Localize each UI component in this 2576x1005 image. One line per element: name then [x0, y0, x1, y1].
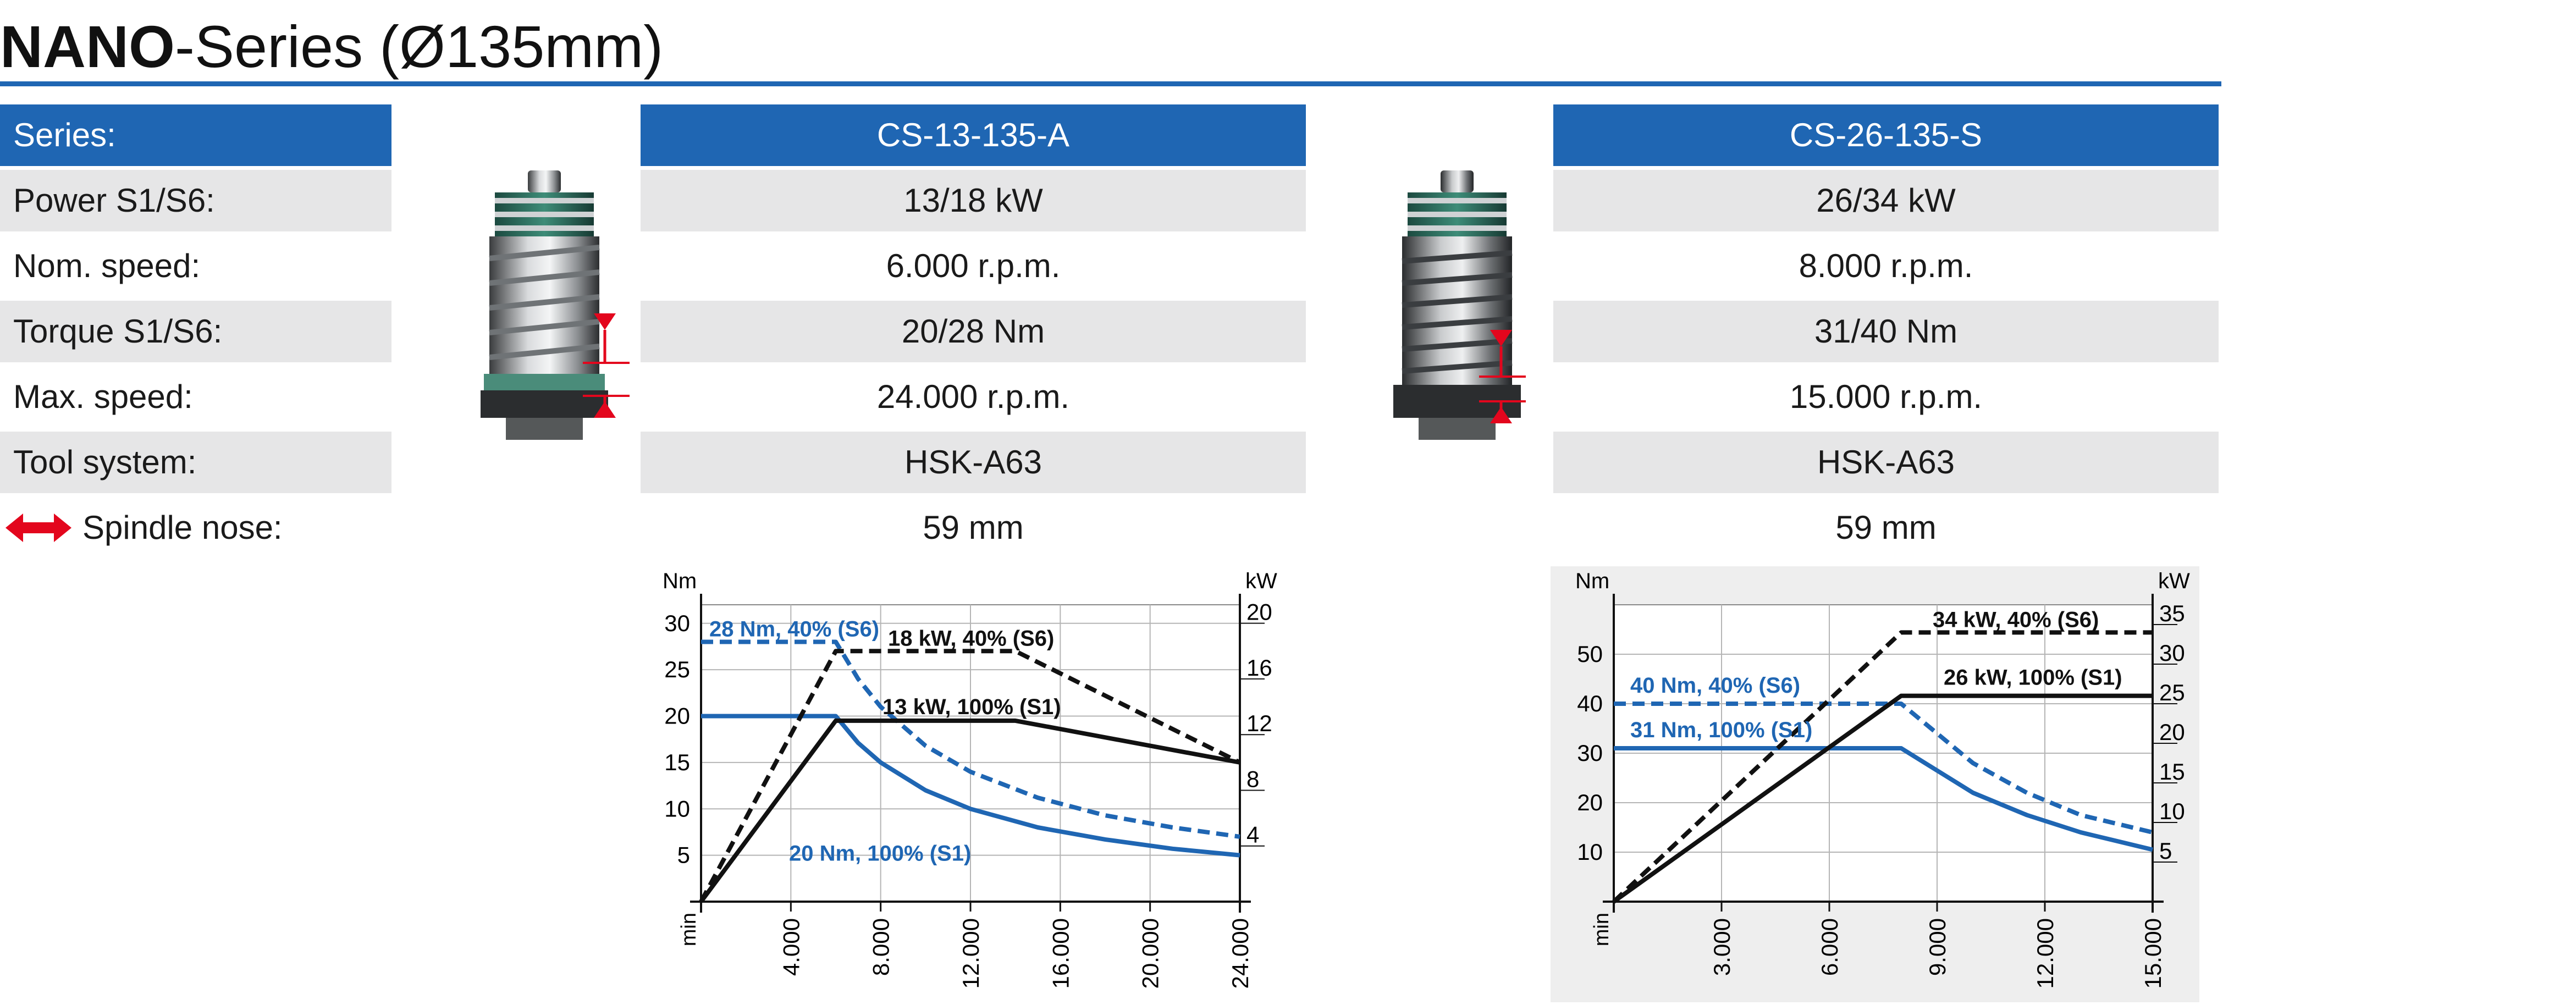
- series-label: 28 Nm, 40% (S6): [709, 617, 879, 642]
- right-unit-label: kW: [2158, 569, 2190, 593]
- series-label: 40 Nm, 40% (S6): [1630, 673, 1800, 698]
- y-tick-left: 20: [664, 703, 690, 729]
- y-tick-left: 10: [1577, 839, 1603, 865]
- x-unit-label: min: [1590, 913, 1613, 946]
- product-name: CS-26-135-S: [1553, 104, 2219, 166]
- series-line: [1614, 702, 2153, 835]
- page-title: NANO-Series (Ø135mm): [0, 11, 663, 82]
- y-tick-left: 5: [677, 842, 690, 868]
- series-label: 18 kW, 40% (S6): [888, 626, 1054, 650]
- product-power: 26/34 kW: [1553, 170, 2219, 231]
- x-unit-label: min: [677, 913, 700, 946]
- y-tick-right: 20: [2159, 719, 2185, 745]
- y-tick-left: 15: [664, 749, 690, 775]
- label-spindle-nose: Spindle nose:: [82, 509, 283, 546]
- label-power: Power S1/S6:: [0, 170, 391, 231]
- left-unit-label: Nm: [1575, 569, 1609, 593]
- series-label: 34 kW, 40% (S6): [1933, 608, 2099, 632]
- y-tick-left: 40: [1577, 691, 1603, 716]
- x-tick-label: 9.000: [1924, 918, 1950, 976]
- series-line: [699, 649, 1241, 903]
- x-tick-label: 4.000: [778, 918, 804, 976]
- title-bold: NANO: [0, 13, 175, 80]
- series-label: 13 kW, 100% (S1): [882, 695, 1061, 719]
- product-nom-speed: 6.000 r.p.m.: [641, 235, 1306, 297]
- series-line: [1612, 630, 2153, 903]
- y-tick-right: 16: [1246, 655, 1272, 681]
- series-label: 20 Nm, 100% (S1): [789, 842, 971, 866]
- label-nom-speed: Nom. speed:: [0, 235, 391, 297]
- x-tick-label: 20.000: [1138, 918, 1163, 989]
- y-tick-left: 25: [664, 656, 690, 682]
- title-rest: -Series (Ø135mm): [175, 13, 664, 80]
- x-tick-label: 12.000: [958, 918, 984, 989]
- y-tick-left: 20: [1577, 789, 1603, 815]
- spindle-image-s: [1393, 170, 1526, 440]
- label-series: Series:: [0, 104, 391, 166]
- x-tick-label: 3.000: [1709, 918, 1735, 976]
- series-line: [1612, 693, 2153, 904]
- product-spindle-nose: 59 mm: [641, 497, 1306, 559]
- product-nom-speed: 8.000 r.p.m.: [1553, 235, 2219, 297]
- y-tick-right: 4: [1246, 822, 1259, 848]
- y-tick-left: 30: [1577, 740, 1603, 766]
- label-tool-system: Tool system:: [0, 432, 391, 493]
- y-tick-left: 30: [664, 610, 690, 636]
- torque-power-chart-a: Nm kW 5 10 15 20 25 30 4 8 12 16 20 4.000 8.000 12.000 1…: [663, 569, 1277, 989]
- x-tick-label: 8.000: [868, 918, 894, 976]
- series-line: [1614, 746, 2153, 852]
- product-torque: 31/40 Nm: [1553, 301, 2219, 362]
- double-arrow-icon: [5, 513, 71, 542]
- y-tick-right: 8: [1246, 766, 1259, 792]
- x-tick-label: 15.000: [2140, 918, 2166, 989]
- x-tick-label: 12.000: [2032, 918, 2058, 989]
- y-tick-right: 5: [2159, 838, 2172, 864]
- label-torque: Torque S1/S6:: [0, 301, 391, 362]
- y-tick-right: 10: [2159, 798, 2185, 824]
- product-power: 13/18 kW: [641, 170, 1306, 231]
- right-unit-label: kW: [1245, 569, 1277, 593]
- label-max-speed: Max. speed:: [0, 366, 391, 428]
- y-tick-right: 35: [2159, 600, 2185, 626]
- y-tick-left: 50: [1577, 641, 1603, 667]
- x-tick-label: 24.000: [1227, 918, 1253, 989]
- y-tick-right: 25: [2159, 680, 2185, 705]
- series-line: [701, 639, 1240, 839]
- left-unit-label: Nm: [663, 569, 697, 593]
- product-column-s: CS-26-135-S 26/34 kW 8.000 r.p.m. 31/40 …: [1553, 104, 2219, 562]
- series-label: 31 Nm, 100% (S1): [1630, 718, 1812, 742]
- x-tick-label: 6.000: [1817, 918, 1843, 976]
- spindle-image-a: [481, 170, 630, 440]
- title-rule: [0, 81, 2221, 86]
- y-tick-right: 12: [1246, 710, 1272, 736]
- product-tool-system: HSK-A63: [641, 432, 1306, 493]
- chart-cs-13-135-a: Nm kW 5 10 15 20 25 30 4 8 12 16 20 4.000 8.000 12.000 1…: [638, 566, 1331, 1005]
- y-tick-right: 15: [2159, 759, 2185, 785]
- series-line: [701, 714, 1240, 858]
- product-name: CS-13-135-A: [641, 104, 1306, 166]
- y-tick-right: 30: [2159, 640, 2185, 666]
- product-tool-system: HSK-A63: [1553, 432, 2219, 493]
- product-torque: 20/28 Nm: [641, 301, 1306, 362]
- product-max-speed: 24.000 r.p.m.: [641, 366, 1306, 428]
- series-line: [699, 718, 1240, 903]
- product-spindle-nose: 59 mm: [1553, 497, 2219, 559]
- series-label: 26 kW, 100% (S1): [1944, 666, 2122, 690]
- product-max-speed: 15.000 r.p.m.: [1553, 366, 2219, 428]
- y-tick-right: 20: [1246, 599, 1272, 625]
- x-tick-label: 16.000: [1047, 918, 1073, 989]
- product-column-a: CS-13-135-A 13/18 kW 6.000 r.p.m. 20/28 …: [641, 104, 1306, 562]
- chart-cs-26-135-s: Nm kW 10 20 30 40 50 5 10 15 20 25 30 35 3.000 6.000 9.0…: [1551, 566, 2243, 1005]
- torque-power-chart-s: Nm kW 10 20 30 40 50 5 10 15 20 25 30 35 3.000 6.000 9.0…: [1551, 566, 2199, 1002]
- y-tick-left: 10: [664, 796, 690, 821]
